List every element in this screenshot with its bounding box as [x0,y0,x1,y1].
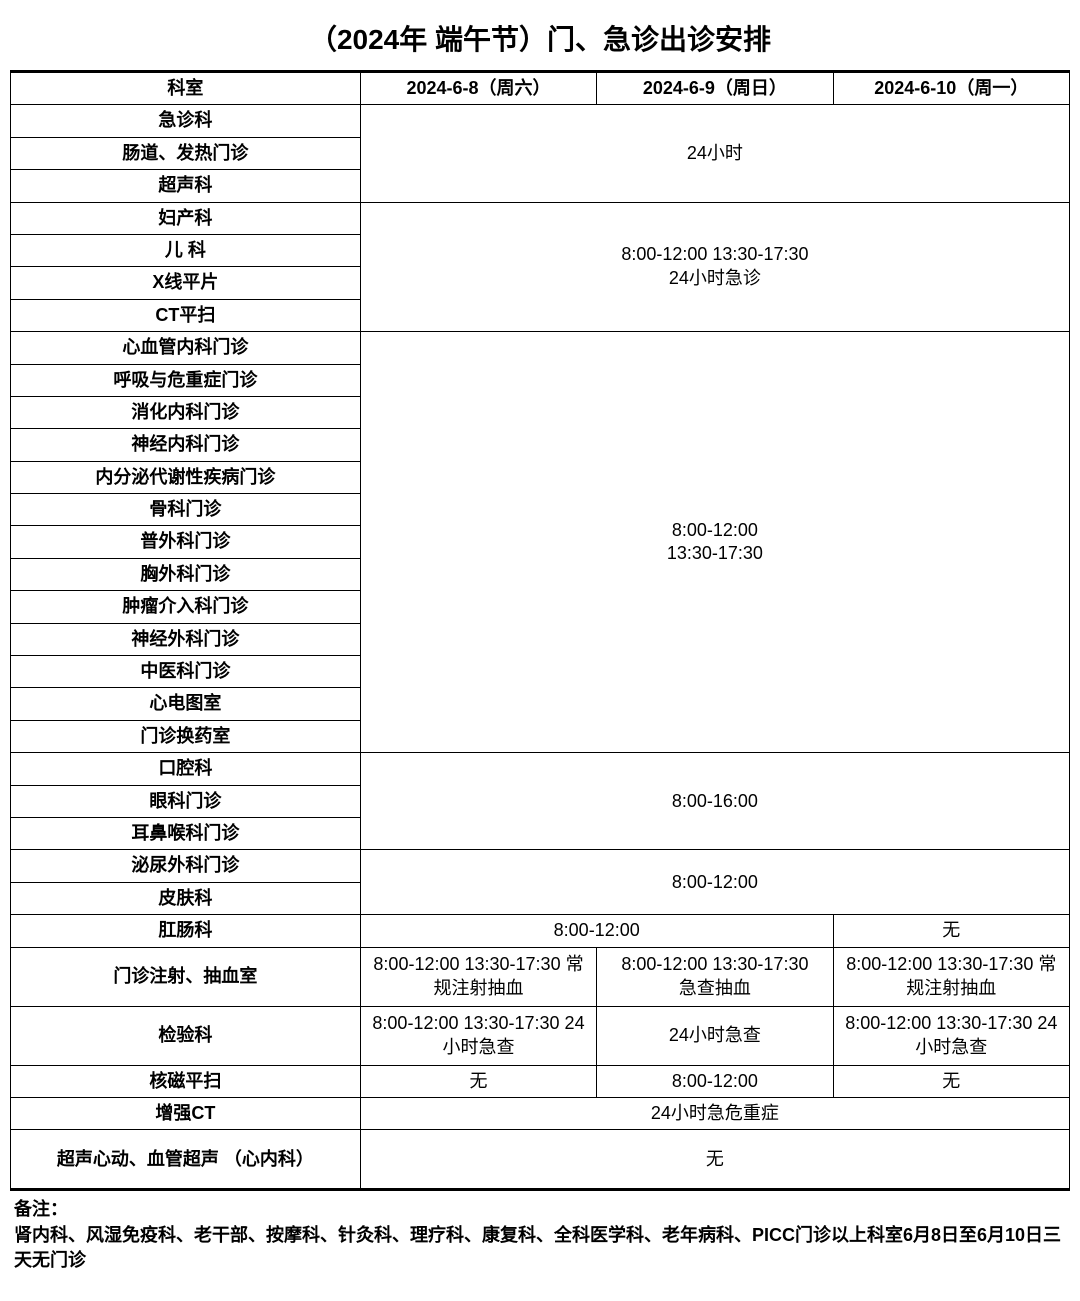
dept-cell: 耳鼻喉科门诊 [11,817,361,849]
dept-cell: 检验科 [11,1006,361,1065]
header-day1: 2024-6-8（周六） [360,72,596,105]
dept-cell: 儿 科 [11,234,361,266]
dept-cell: 消化内科门诊 [11,396,361,428]
dept-cell: 增强CT [11,1097,361,1129]
schedule-cell: 8:00-12:00 13:30-17:30 [360,332,1069,753]
schedule-cell: 无 [833,915,1069,947]
dept-cell: 泌尿外科门诊 [11,850,361,882]
schedule-cell: 8:00-12:00 13:30-17:30 24小时急诊 [360,202,1069,332]
schedule-cell: 8:00-12:00 13:30-17:30 24小时急查 [833,1006,1069,1065]
schedule-cell: 8:00-16:00 [360,753,1069,850]
schedule-cell: 无 [833,1065,1069,1097]
footnote-title: 备注： [14,1199,68,1219]
dept-cell: X线平片 [11,267,361,299]
dept-cell: 妇产科 [11,202,361,234]
dept-cell: 皮肤科 [11,882,361,914]
schedule-cell: 8:00-12:00 [360,850,1069,915]
dept-cell: 心电图室 [11,688,361,720]
dept-cell: 中医科门诊 [11,656,361,688]
header-day2: 2024-6-9（周日） [597,72,833,105]
dept-cell: 超声心动、血管超声 （心内科） [11,1130,361,1190]
schedule-cell: 8:00-12:00 13:30-17:30 常规注射抽血 [833,947,1069,1006]
dept-cell: 神经外科门诊 [11,623,361,655]
dept-cell: 肠道、发热门诊 [11,137,361,169]
footnote: 备注： 肾内科、风湿免疫科、老干部、按摩科、针灸科、理疗科、康复科、全科医学科、… [10,1191,1070,1277]
dept-cell: 肿瘤介入科门诊 [11,591,361,623]
schedule-cell: 8:00-12:00 [360,915,833,947]
dept-cell: 超声科 [11,170,361,202]
schedule-cell: 24小时急查 [597,1006,833,1065]
dept-cell: 内分泌代谢性疾病门诊 [11,461,361,493]
schedule-table: 科室 2024-6-8（周六） 2024-6-9（周日） 2024-6-10（周… [10,70,1070,1191]
page-title: （2024年 端午节）门、急诊出诊安排 [10,10,1070,70]
schedule-cell: 8:00-12:00 [597,1065,833,1097]
dept-cell: 肛肠科 [11,915,361,947]
footnote-body: 肾内科、风湿免疫科、老干部、按摩科、针灸科、理疗科、康复科、全科医学科、老年病科… [14,1225,1061,1270]
dept-cell: CT平扫 [11,299,361,331]
dept-cell: 骨科门诊 [11,494,361,526]
header-day3: 2024-6-10（周一） [833,72,1069,105]
schedule-cell: 8:00-12:00 13:30-17:30 急查抽血 [597,947,833,1006]
dept-cell: 眼科门诊 [11,785,361,817]
dept-cell: 急诊科 [11,105,361,137]
dept-cell: 神经内科门诊 [11,429,361,461]
schedule-cell: 24小时 [360,105,1069,202]
dept-cell: 门诊换药室 [11,720,361,752]
header-dept: 科室 [11,72,361,105]
schedule-cell: 8:00-12:00 13:30-17:30 24小时急查 [360,1006,596,1065]
dept-cell: 普外科门诊 [11,526,361,558]
dept-cell: 口腔科 [11,753,361,785]
schedule-cell: 无 [360,1130,1069,1190]
dept-cell: 核磁平扫 [11,1065,361,1097]
dept-cell: 门诊注射、抽血室 [11,947,361,1006]
dept-cell: 胸外科门诊 [11,558,361,590]
schedule-cell: 24小时急危重症 [360,1097,1069,1129]
dept-cell: 呼吸与危重症门诊 [11,364,361,396]
schedule-cell: 8:00-12:00 13:30-17:30 常规注射抽血 [360,947,596,1006]
dept-cell: 心血管内科门诊 [11,332,361,364]
schedule-cell: 无 [360,1065,596,1097]
